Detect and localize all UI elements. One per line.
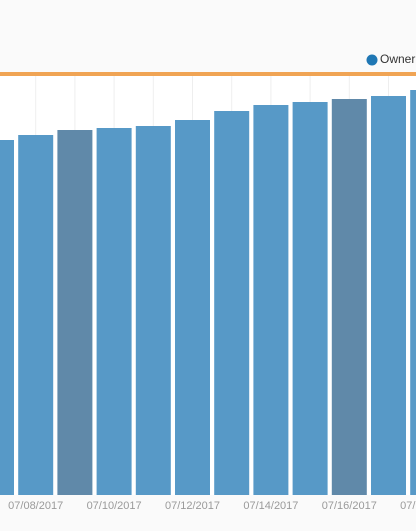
bar [331, 99, 367, 495]
bar [292, 102, 328, 495]
bar [96, 128, 132, 495]
bar [0, 140, 14, 495]
x-tick-label: 07/18/2017 [400, 500, 416, 512]
x-tick-label: 07/08/2017 [8, 500, 63, 512]
x-tick-label: 07/10/2017 [87, 500, 142, 512]
bar [175, 120, 210, 495]
bar [410, 90, 416, 495]
bar [18, 135, 54, 495]
bar [253, 105, 289, 495]
bar [57, 130, 93, 495]
bar [214, 111, 250, 495]
x-tick-label: 07/16/2017 [322, 500, 377, 512]
legend-label: Owner [380, 52, 415, 66]
bar [135, 126, 171, 495]
legend-marker [366, 54, 378, 66]
x-tick-label: 07/14/2017 [243, 500, 298, 512]
bar [371, 96, 406, 495]
x-tick-label: 07/12/2017 [165, 500, 220, 512]
